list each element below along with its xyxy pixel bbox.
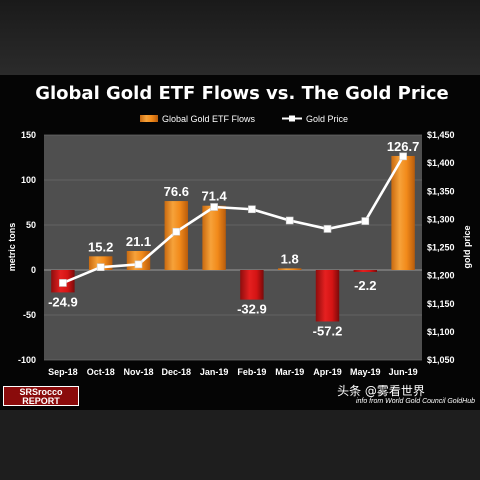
legend: Global Gold ETF Flows Gold Price	[140, 114, 348, 124]
x-tick-label-7: Apr-19	[313, 367, 342, 377]
price-marker-oct-18	[96, 263, 105, 271]
price-line	[59, 152, 407, 287]
data-label-sep-18: -24.9	[48, 294, 78, 309]
plot-area	[44, 135, 422, 360]
legend-swatch-flows	[140, 115, 158, 122]
source-note: info from World Gold Council GoldHub	[356, 398, 475, 405]
y-tick-label-3: 0	[31, 265, 36, 275]
y-tick-label-4: -50	[23, 310, 36, 320]
bar-jun-19	[391, 155, 415, 270]
y-tick-label-1: 100	[21, 175, 36, 185]
data-label-dec-18: 76.6	[164, 184, 189, 199]
bar-data-labels: -24.9 15.2 21.1 76.6 71.4 -32.9 1.8 -57.2 -2.2 12…	[48, 139, 419, 339]
price-marker-may-19	[361, 217, 370, 225]
x-tick-label-2: Nov-18	[123, 367, 153, 377]
y-tick-label-5: -100	[18, 355, 36, 365]
bar-jan-19	[202, 205, 226, 270]
y-axis-title: metric tons	[7, 223, 17, 272]
x-tick-label-6: Mar-19	[275, 367, 304, 377]
bar-mar-19	[277, 268, 302, 270]
y2-tick-label-7: $1,100	[427, 327, 455, 337]
price-marker-nov-18	[134, 260, 143, 269]
price-marker-feb-19	[248, 205, 256, 214]
x-tick-label-9: Jun-19	[389, 367, 418, 377]
data-label-may-19: -2.2	[354, 278, 376, 293]
top-bar	[0, 0, 480, 75]
price-marker-apr-19	[323, 225, 332, 233]
y2-tick-label-2: $1,350	[427, 186, 455, 196]
y-axis-ticks: 150 100 50 0 -50 -100	[18, 130, 36, 365]
price-line-path	[62, 155, 405, 285]
brand-logo-bottom: REPORT	[22, 396, 60, 406]
price-marker-mar-19	[285, 216, 294, 225]
y-tick-label-0: 150	[21, 130, 36, 140]
bar-feb-19	[240, 270, 264, 300]
y-tick-label-2: 50	[26, 220, 36, 230]
x-tick-label-3: Dec-18	[162, 367, 192, 377]
brand-logo-plate	[4, 387, 78, 405]
y2-axis-title: gold price	[462, 225, 472, 268]
brand-logo: SRSrocco REPORT	[3, 386, 79, 406]
x-tick-label-4: Jan-19	[200, 367, 229, 377]
y2-tick-label-6: $1,150	[427, 299, 455, 309]
y2-tick-label-3: $1,300	[427, 214, 455, 224]
legend-swatch-marker	[289, 115, 295, 122]
data-label-feb-19: -32.9	[237, 302, 267, 317]
legend-label-flows: Global Gold ETF Flows	[162, 114, 256, 124]
data-label-jun-19: 126.7	[387, 139, 420, 154]
y2-tick-label-0: $1,450	[427, 130, 455, 140]
x-axis-ticks: Sep-18 Oct-18 Nov-18 Dec-18 Jan-19 Feb-19 Mar-…	[48, 367, 417, 377]
bottom-bar	[0, 410, 480, 480]
x-tick-label-0: Sep-18	[48, 367, 78, 377]
y2-axis-ticks: $1,450 $1,400 $1,350 $1,300 $1,250 $1,200 $1,1…	[427, 130, 455, 365]
legend-label-price: Gold Price	[306, 114, 348, 124]
price-marker-jun-19	[399, 152, 407, 161]
y2-tick-label-1: $1,400	[427, 158, 455, 168]
data-label-jan-19: 71.4	[201, 189, 227, 204]
bar-may-19	[353, 270, 378, 272]
price-marker-sep-18	[59, 279, 67, 287]
data-label-nov-18: 21.1	[126, 234, 151, 249]
data-label-oct-18: 15.2	[88, 239, 113, 254]
y2-tick-label-5: $1,200	[427, 271, 455, 281]
data-label-apr-19: -57.2	[313, 323, 343, 338]
bar-apr-19	[315, 270, 340, 322]
watermark-text: 头条 @雾看世界	[337, 384, 425, 398]
y2-tick-label-8: $1,050	[427, 355, 455, 365]
chart-title: Global Gold ETF Flows vs. The Gold Price	[35, 83, 449, 104]
x-tick-label-8: May-19	[350, 367, 381, 377]
y2-tick-label-4: $1,250	[427, 243, 455, 253]
x-tick-label-5: Feb-19	[237, 367, 266, 377]
price-marker-dec-18	[172, 227, 181, 236]
x-tick-label-1: Oct-18	[87, 367, 115, 377]
brand-logo-top: SRSrocco	[19, 387, 63, 397]
data-label-mar-19: 1.8	[281, 251, 299, 266]
price-marker-jan-19	[210, 203, 218, 211]
